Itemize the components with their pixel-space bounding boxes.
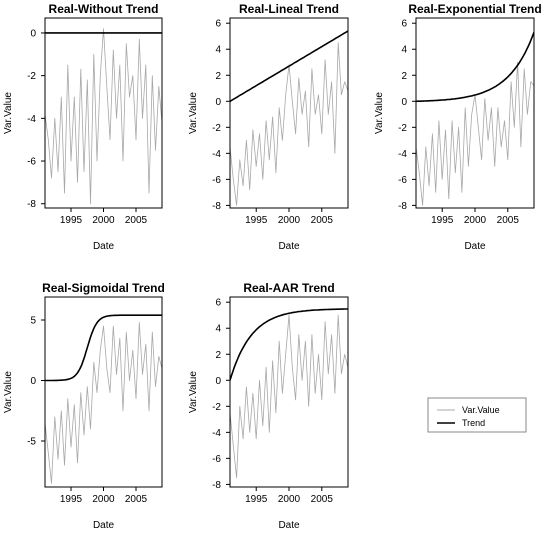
y-tick-label: -8 — [398, 201, 407, 212]
y-tick-label: 2 — [215, 350, 221, 361]
y-tick-label: -6 — [398, 175, 407, 186]
plot-title: Real-AAR Trend — [243, 281, 334, 295]
y-tick-label: 6 — [215, 19, 221, 30]
y-tick-label: -8 — [27, 199, 36, 210]
y-tick-label: -4 — [27, 114, 36, 125]
plot-title: Real-Exponential Trend — [408, 2, 541, 16]
y-tick-label: 6 — [215, 298, 221, 309]
x-tick-label: 2005 — [311, 494, 334, 505]
y-tick-label: 0 — [215, 97, 221, 108]
series-var-value — [45, 321, 162, 484]
plot-title: Real-Sigmoidal Trend — [42, 281, 165, 295]
x-axis-label: Date — [464, 241, 486, 252]
x-tick-label: 2000 — [278, 215, 301, 226]
y-tick-label: 0 — [30, 28, 36, 39]
x-tick-label: 1995 — [245, 494, 268, 505]
y-tick-label: 0 — [401, 97, 407, 108]
y-tick-label: 4 — [215, 45, 221, 56]
y-tick-label: -6 — [212, 454, 221, 465]
panel-4: Real-Sigmoidal Trend 1995 2000 2005 -5 0 5 Date… — [3, 281, 165, 531]
y-tick-label: -4 — [212, 428, 221, 439]
x-tick-label: 2005 — [125, 494, 148, 505]
y-tick-label: -4 — [212, 149, 221, 160]
x-axis-label: Date — [278, 241, 300, 252]
y-tick-label: -2 — [212, 402, 221, 413]
series-var-value — [416, 61, 534, 206]
y-tick-label: 2 — [401, 71, 407, 82]
series-trend — [230, 30, 348, 102]
plot-frame — [229, 296, 349, 488]
x-tick-label: 2005 — [125, 215, 148, 226]
x-axis-label: Date — [93, 520, 115, 531]
y-tick-label: 4 — [401, 45, 407, 56]
y-tick-label: -4 — [398, 149, 407, 160]
legend-label-var-value: Var.Value — [462, 405, 500, 415]
y-tick-label: -2 — [212, 123, 221, 134]
x-tick-label: 2005 — [497, 215, 520, 226]
plot-frame — [44, 17, 163, 209]
plot-title: Real-Lineal Trend — [239, 2, 339, 16]
legend-label-trend: Trend — [462, 418, 485, 428]
x-tick-label: 2005 — [311, 215, 334, 226]
x-tick-label: 2000 — [92, 494, 115, 505]
plot-title: Real-Without Trend — [49, 2, 159, 16]
y-tick-label: -6 — [27, 157, 36, 168]
y-tick-label: 0 — [30, 376, 36, 387]
x-tick-label: 2000 — [464, 215, 487, 226]
y-tick-label: -5 — [27, 437, 36, 448]
y-axis-label: Var.Value — [3, 92, 14, 134]
y-axis-label: Var.Value — [374, 92, 385, 134]
panel-5: Real-AAR Trend 1995 2000 2005 -8 -6 -4 -2 0 2 4 6 Da… — [188, 281, 349, 531]
series-trend — [230, 308, 348, 381]
x-axis-label: Date — [278, 520, 300, 531]
panel-1: Real-Without Trend 1995 2000 2005 -8 -6 -4 -2 0 D… — [3, 2, 163, 252]
y-tick-label: 5 — [30, 315, 36, 326]
series-var-value — [45, 28, 162, 205]
plot-frame — [44, 296, 163, 488]
series-var-value — [230, 314, 348, 479]
y-tick-label: 6 — [401, 19, 407, 30]
panel-2: Real-Lineal Trend 1995 2000 2005 -8 -6 -4 -2 0 2 4… — [188, 2, 349, 252]
x-tick-label: 1995 — [60, 494, 83, 505]
panel-3: Real-Exponential Trend 1995 2000 2005 -8 -6 -4… — [374, 2, 542, 252]
plot-frame — [415, 17, 535, 209]
series-var-value — [230, 42, 348, 206]
x-tick-label: 2000 — [92, 215, 115, 226]
y-axis-label: Var.Value — [188, 92, 199, 134]
x-tick-label: 1995 — [245, 215, 268, 226]
x-tick-label: 1995 — [431, 215, 454, 226]
x-tick-label: 1995 — [60, 215, 83, 226]
y-tick-label: 2 — [215, 71, 221, 82]
x-tick-label: 2000 — [278, 494, 301, 505]
y-tick-label: -6 — [212, 175, 221, 186]
x-axis-label: Date — [93, 241, 115, 252]
legend: Var.Value Trend — [427, 397, 527, 433]
series-trend — [416, 32, 534, 103]
y-tick-label: 4 — [215, 324, 221, 335]
y-tick-label: -2 — [27, 71, 36, 82]
y-tick-label: -8 — [212, 201, 221, 212]
y-tick-label: -2 — [398, 123, 407, 134]
y-axis-label: Var.Value — [3, 371, 14, 413]
y-axis-label: Var.Value — [188, 371, 199, 413]
y-tick-label: -8 — [212, 480, 221, 491]
y-tick-label: 0 — [215, 376, 221, 387]
series-trend — [45, 314, 162, 382]
legend-box — [427, 397, 527, 433]
plot-frame — [229, 17, 349, 209]
